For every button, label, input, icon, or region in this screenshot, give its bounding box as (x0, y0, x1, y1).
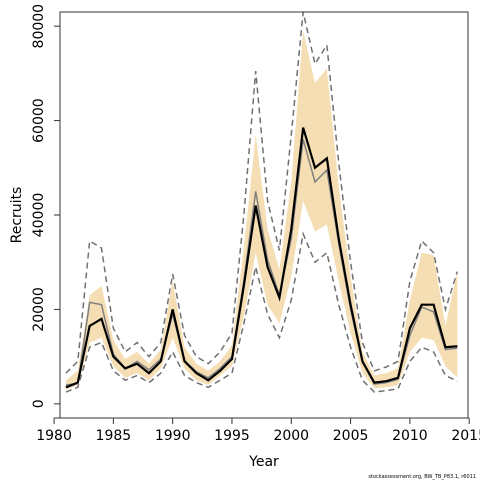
lower-bound-line (65, 231, 458, 393)
y-tick-label: 40000 (31, 193, 47, 238)
series-lines-layer (65, 11, 459, 393)
confidence-band-layer (65, 30, 458, 390)
x-tick-label: 1990 (155, 428, 191, 444)
x-tick-label: 2010 (392, 428, 428, 444)
x-tick-label: 2005 (333, 428, 369, 444)
x-axis: 1980 1985 1990 1995 2000 2005 2010 2015 (36, 417, 480, 444)
x-tick-label: 1995 (214, 428, 250, 444)
y-tick-label: 80000 (31, 4, 47, 49)
source-annotation: stockassessment.org, BW_TB_P83.1, r6011 (368, 474, 476, 480)
confidence-band (65, 30, 458, 390)
x-tick-label: 2000 (273, 428, 309, 444)
y-tick-label: 0 (31, 399, 47, 408)
estimate-line (65, 127, 458, 389)
y-tick-label: 20000 (31, 287, 47, 332)
x-axis-title: Year (248, 454, 279, 470)
y-tick-label: 60000 (31, 98, 47, 143)
x-tick-label: 2015 (451, 428, 480, 444)
x-tick-label: 1980 (36, 428, 72, 444)
y-axis-title: Recruits (9, 187, 25, 244)
y-axis: 0 20000 40000 60000 80000 (31, 4, 61, 408)
x-tick-label: 1985 (96, 428, 132, 444)
